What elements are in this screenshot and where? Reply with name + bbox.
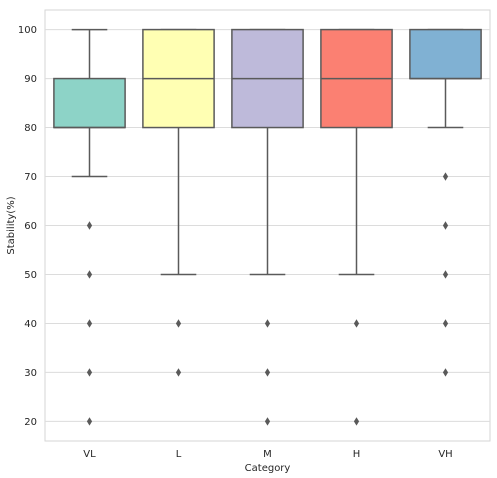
y-tick-label-80: 80 — [24, 123, 37, 134]
y-tick-label-30: 30 — [24, 368, 37, 379]
box-vl — [53, 28, 126, 426]
box-l — [142, 28, 215, 377]
y-tick-label-60: 60 — [24, 221, 37, 232]
y-axis-label: Stability(%) — [6, 196, 17, 254]
outlier-point — [175, 368, 182, 377]
outlier-point — [86, 368, 93, 377]
outlier-point — [175, 319, 182, 328]
outlier-point — [442, 319, 449, 328]
box-h — [320, 28, 393, 426]
outlier-point — [86, 417, 93, 426]
outlier-point — [442, 270, 449, 279]
x-tick-label-vl: VL — [83, 449, 96, 460]
iqr-box — [53, 77, 126, 129]
iqr-box — [409, 28, 482, 80]
y-tick-label-40: 40 — [24, 319, 37, 330]
x-tick-label-vh: VH — [438, 449, 452, 460]
outlier-point — [86, 319, 93, 328]
outlier-point — [264, 368, 271, 377]
box-vh — [409, 28, 482, 377]
outlier-point — [353, 319, 360, 328]
boxes — [53, 28, 482, 426]
outlier-point — [442, 172, 449, 181]
x-tick-label-m: M — [263, 449, 272, 460]
x-tick-label-h: H — [353, 449, 361, 460]
y-tick-labels: 20 30 40 50 60 70 80 90 100 — [18, 25, 37, 428]
y-tick-label-90: 90 — [24, 74, 37, 85]
box-m — [231, 28, 304, 426]
y-tick-label-100: 100 — [18, 25, 37, 36]
y-tick-label-20: 20 — [24, 417, 37, 428]
x-axis-label: Category — [245, 463, 291, 474]
x-tick-labels: VL L M H VH — [83, 449, 452, 460]
outlier-point — [442, 368, 449, 377]
outlier-point — [264, 319, 271, 328]
outlier-point — [353, 417, 360, 426]
outlier-point — [86, 221, 93, 230]
y-tick-label-70: 70 — [24, 172, 37, 183]
outlier-point — [86, 270, 93, 279]
x-tick-label-l: L — [176, 449, 182, 460]
outlier-point — [264, 417, 271, 426]
outlier-point — [442, 221, 449, 230]
y-tick-label-50: 50 — [24, 270, 37, 281]
